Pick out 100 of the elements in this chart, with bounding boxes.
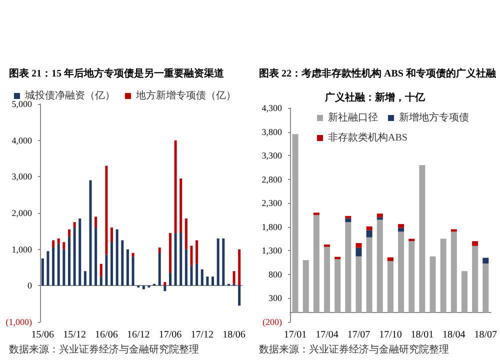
x-tick-label: 16/06 (95, 330, 118, 340)
bar (174, 232, 177, 286)
bar (238, 249, 241, 286)
bar (302, 260, 309, 312)
bar (184, 249, 188, 286)
bar (356, 243, 362, 248)
chart-title: 图表 22：考虑非存款性机构 ABS 和专项债的广义社融 (259, 68, 497, 80)
bar (345, 218, 352, 222)
bar (100, 264, 102, 277)
bar (46, 251, 50, 286)
bar (84, 271, 86, 286)
x-tick-label: 18/04 (442, 330, 466, 340)
bar (366, 237, 372, 312)
bar (164, 282, 166, 286)
bar (62, 242, 66, 250)
bar (52, 240, 55, 248)
y-tick-label: 4,000 (12, 135, 32, 146)
y-tick-label: (200) (262, 317, 282, 327)
source-note: 数据来源：兴业证券经济与金融研究院整理 (9, 344, 199, 356)
bar (121, 240, 124, 286)
bar (68, 229, 70, 237)
bar (398, 232, 404, 312)
bar (408, 241, 415, 312)
bar (200, 269, 204, 286)
bar (313, 215, 320, 312)
legend-label: 城投债净融资（亿） (24, 90, 115, 102)
bar (52, 248, 55, 286)
y-tick-label: 1,000 (12, 244, 32, 254)
x-tick-label: 18/06 (222, 330, 246, 340)
bar (366, 226, 372, 230)
y-tick-label: 5,000 (12, 99, 32, 109)
bar (387, 257, 394, 262)
bar (57, 244, 60, 286)
x-tick-label: 16/12 (126, 330, 150, 340)
x-tick-label: 17/06 (158, 330, 182, 340)
bar (222, 238, 225, 286)
bar (100, 276, 102, 286)
legend-label: 非存款类机构ABS (328, 132, 408, 144)
bar (73, 228, 76, 286)
y-tick-label: 1,800 (262, 222, 282, 232)
bar (62, 249, 66, 286)
y-tick-label: 0 (28, 280, 32, 291)
y-tick-label: (1,000) (6, 317, 32, 327)
bar (324, 246, 330, 312)
bar (110, 228, 114, 242)
bar (174, 140, 177, 233)
bar (238, 286, 241, 306)
y-tick-label: 2,800 (262, 174, 282, 184)
y-tick-label: 3,800 (262, 126, 282, 137)
bar (142, 286, 145, 290)
bar (430, 256, 436, 312)
bar (345, 222, 352, 312)
bar (190, 266, 193, 286)
x-tick-label: 15/12 (63, 330, 86, 340)
bar (168, 232, 172, 273)
y-tick-label: 3,300 (262, 150, 282, 161)
bar (398, 228, 404, 232)
bar (216, 238, 220, 286)
bar (232, 271, 236, 284)
bar (89, 180, 92, 286)
x-tick-label: 17/04 (316, 330, 338, 340)
bar (334, 259, 341, 312)
y-tick-label: 1,300 (262, 246, 282, 256)
bar (105, 166, 108, 255)
bar (472, 241, 478, 246)
x-tick-label: 17/01 (284, 330, 307, 340)
y-tick-label: 2,300 (262, 198, 282, 208)
bar (450, 232, 457, 312)
bar (132, 252, 134, 257)
bar (116, 229, 118, 286)
x-tick-label: 17/07 (347, 330, 370, 340)
bar (366, 230, 372, 238)
bar (440, 238, 446, 312)
bar (41, 258, 44, 286)
bar (345, 216, 352, 218)
bar (57, 238, 60, 244)
bar (482, 264, 489, 312)
chart-title: 图表 21：15 年后地方专项债是另一重要融资渠道 (9, 68, 225, 80)
y-tick-label: 800 (268, 269, 282, 280)
x-tick-label: 17/12 (190, 330, 214, 340)
bar (472, 246, 478, 312)
bar (126, 249, 129, 286)
bar (376, 220, 383, 312)
y-tick-label: 3,000 (12, 172, 32, 182)
x-tick-label: 18/07 (474, 330, 498, 340)
bar (356, 248, 362, 256)
legend-label: 地方新增专项债（亿） (135, 90, 236, 102)
x-tick-label: 15/06 (31, 330, 54, 340)
x-tick-label: 17/10 (379, 330, 402, 340)
bar (387, 261, 394, 312)
bar (419, 165, 426, 312)
source-note: 数据来源：兴业证券经济与金融研究院整理 (259, 344, 449, 356)
bar (110, 242, 114, 286)
y-tick-label: 2,000 (12, 208, 32, 218)
bar (212, 276, 214, 286)
bar (482, 258, 489, 264)
bar (94, 228, 98, 286)
chart-subtitle: 广义社融：新增，十亿 (324, 92, 426, 104)
bar (184, 218, 188, 250)
bar (158, 248, 161, 253)
